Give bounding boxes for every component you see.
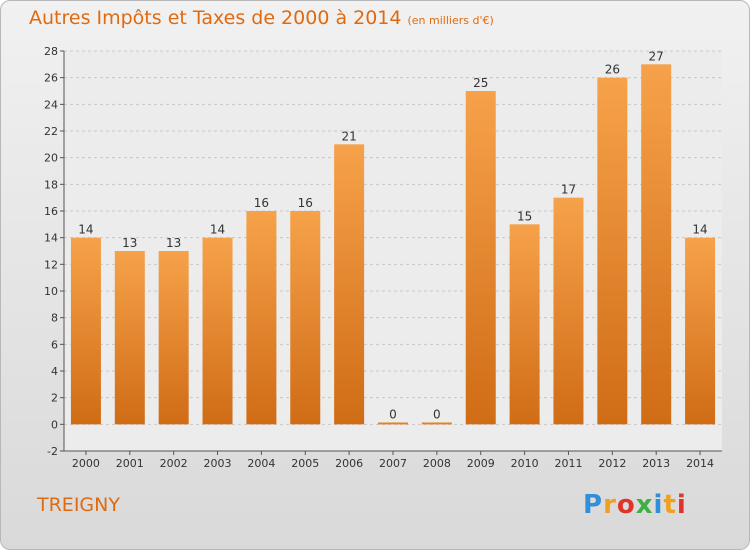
bar-2007 bbox=[378, 422, 408, 425]
logo-letter: P bbox=[583, 490, 604, 520]
x-tick-label-2012: 2012 bbox=[598, 457, 626, 470]
chart-subtitle: (en milliers d'€) bbox=[407, 14, 494, 27]
x-tick-label-2002: 2002 bbox=[160, 457, 188, 470]
data-label-2010: 15 bbox=[517, 209, 532, 223]
y-tick-label: 2 bbox=[51, 392, 58, 405]
bar-2008 bbox=[421, 422, 452, 425]
logo-letter: i bbox=[653, 490, 664, 520]
data-label-2003: 14 bbox=[210, 223, 225, 237]
bar-2001 bbox=[114, 251, 145, 425]
y-tick-label: 14 bbox=[44, 232, 58, 245]
x-tick-label-2014: 2014 bbox=[686, 457, 714, 470]
data-label-2004: 16 bbox=[254, 196, 269, 210]
logo-letter: r bbox=[603, 490, 617, 520]
y-tick-label: 4 bbox=[51, 365, 58, 378]
x-tick-label-2009: 2009 bbox=[467, 457, 495, 470]
y-tick-label: 22 bbox=[44, 125, 58, 138]
data-label-2002: 13 bbox=[166, 236, 181, 250]
y-tick-label: 12 bbox=[44, 258, 58, 271]
data-label-2001: 13 bbox=[122, 236, 137, 250]
y-tick-label: 28 bbox=[44, 45, 58, 58]
y-tick-label: -2 bbox=[47, 445, 58, 458]
bar-2012 bbox=[597, 77, 628, 425]
data-label-2008: 0 bbox=[433, 407, 441, 421]
data-label-2013: 27 bbox=[649, 49, 664, 63]
y-tick-label: 10 bbox=[44, 285, 58, 298]
y-tick-label: 18 bbox=[44, 178, 58, 191]
y-tick-label: 6 bbox=[51, 338, 58, 351]
data-label-2014: 14 bbox=[692, 223, 707, 237]
data-label-2006: 21 bbox=[341, 129, 356, 143]
location-name: TREIGNY bbox=[37, 494, 120, 516]
y-tick-label: 0 bbox=[51, 418, 58, 431]
y-tick-label: 16 bbox=[44, 205, 58, 218]
logo-letter: x bbox=[635, 490, 654, 520]
x-tick-label-2006: 2006 bbox=[335, 457, 363, 470]
data-label-2011: 17 bbox=[561, 183, 576, 197]
x-tick-label-2008: 2008 bbox=[423, 457, 451, 470]
bar-2002 bbox=[158, 251, 189, 425]
data-label-2005: 16 bbox=[298, 196, 313, 210]
bar-2010 bbox=[509, 224, 540, 425]
x-tick-label-2013: 2013 bbox=[642, 457, 670, 470]
logo-letter: o bbox=[616, 490, 636, 520]
bar-2004 bbox=[246, 211, 277, 425]
x-tick-label-2010: 2010 bbox=[511, 457, 539, 470]
y-tick-label: 8 bbox=[51, 312, 58, 325]
bar-2011 bbox=[553, 197, 584, 425]
bar-2009 bbox=[465, 91, 496, 425]
y-tick-label: 24 bbox=[44, 98, 58, 111]
x-tick-label-2004: 2004 bbox=[247, 457, 275, 470]
bar-2003 bbox=[202, 237, 233, 425]
data-label-2012: 26 bbox=[605, 63, 620, 77]
bar-2000 bbox=[70, 237, 101, 425]
proxiti-logo: Proxiti bbox=[583, 490, 687, 520]
bar-2006 bbox=[334, 144, 365, 425]
logo-letter: t bbox=[663, 490, 677, 520]
data-label-2000: 14 bbox=[78, 223, 93, 237]
bar-2014 bbox=[685, 237, 716, 425]
x-tick-label-2000: 2000 bbox=[72, 457, 100, 470]
logo-letter: i bbox=[676, 490, 687, 520]
x-tick-label-2007: 2007 bbox=[379, 457, 407, 470]
x-tick-label-2005: 2005 bbox=[291, 457, 319, 470]
bar-2013 bbox=[641, 64, 672, 425]
y-tick-label: 20 bbox=[44, 152, 58, 165]
x-tick-label-2003: 2003 bbox=[204, 457, 232, 470]
chart-title: Autres Impôts et Taxes de 2000 à 2014 (en… bbox=[29, 7, 494, 29]
x-tick-label-2001: 2001 bbox=[116, 457, 144, 470]
chart-title-text: Autres Impôts et Taxes de 2000 à 2014 bbox=[29, 7, 402, 29]
bar-2005 bbox=[290, 211, 321, 425]
x-tick-label-2011: 2011 bbox=[554, 457, 582, 470]
data-label-2009: 25 bbox=[473, 76, 488, 90]
data-label-2007: 0 bbox=[389, 407, 397, 421]
y-tick-label: 26 bbox=[44, 72, 58, 85]
